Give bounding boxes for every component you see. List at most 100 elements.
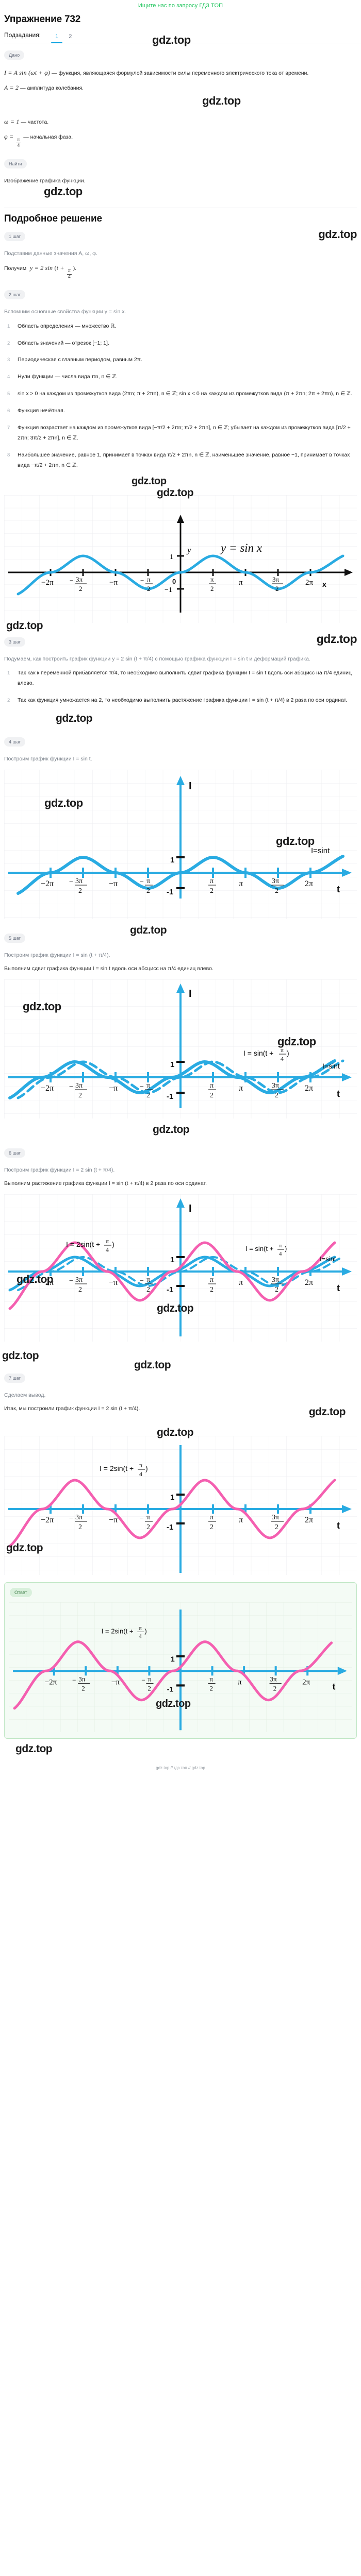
- series-label-I-sint: I=sint: [322, 1062, 340, 1070]
- t-tick-fraction-labels: − 3π 2 − π 2 π 2 3π 2: [69, 1514, 284, 1531]
- svg-text:2π: 2π: [305, 879, 313, 888]
- page-title: Упражнение 732: [4, 14, 81, 25]
- subtasks-label: Подзадания:: [4, 31, 41, 39]
- step-1-result: Получим y = 2 sin (t + π 4 ).: [4, 262, 357, 280]
- svg-text:3π: 3π: [272, 575, 280, 583]
- t-axis-label: t: [333, 1681, 336, 1691]
- svg-text:2: 2: [146, 1092, 150, 1099]
- list-item: Область определения — множество ℝ.: [7, 322, 117, 331]
- t-tick-fraction-labels: − 3π 2 − π 2 π 2 3π 2: [72, 1675, 282, 1692]
- series-I-sint-dashed: [17, 1059, 344, 1099]
- svg-text:): ): [285, 1245, 287, 1252]
- series-label-2sin: I = 2sin(t + π 4 ): [66, 1238, 114, 1253]
- given-text-2: — амплитуда колебания.: [20, 85, 84, 92]
- series-label-I-sint: I=sint: [320, 1255, 336, 1263]
- x-axis-label: x: [322, 580, 326, 588]
- svg-text:π: π: [239, 1278, 243, 1287]
- list-item: Функция возрастает на каждом из промежут…: [7, 423, 351, 442]
- svg-text:3π: 3π: [75, 1082, 83, 1090]
- series-I-2sint-shifted: [8, 1241, 336, 1310]
- svg-text:2: 2: [81, 1684, 85, 1692]
- t-tick-labels: −2π −π π 2π: [41, 1084, 313, 1093]
- svg-text:2: 2: [210, 1684, 214, 1692]
- svg-text:I = sin(t +: I = sin(t +: [245, 1245, 273, 1252]
- svg-text:π: π: [279, 1243, 282, 1249]
- x-tick-labels: −2π −π π 2π: [41, 579, 314, 587]
- I-ticks: [176, 856, 185, 889]
- list-item: Так как к переменной прибавляется π/4, т…: [7, 669, 352, 687]
- t-tick-fraction-labels: − 3π 2 − π 2 π 2 3π 2: [69, 1082, 284, 1099]
- svg-text:−2π: −2π: [41, 879, 54, 888]
- svg-text:−π: −π: [109, 879, 118, 888]
- svg-text:π: π: [239, 579, 243, 587]
- svg-text:2π: 2π: [305, 579, 314, 587]
- svg-text:−: −: [140, 878, 144, 886]
- svg-text:3π: 3π: [270, 1675, 277, 1683]
- svg-text:2: 2: [78, 1523, 82, 1531]
- svg-text:−: −: [140, 1515, 144, 1522]
- t-axis-arrow: [342, 1267, 352, 1276]
- svg-text:I = 2sin(t +: I = 2sin(t +: [102, 1627, 134, 1635]
- watermark: gdz.top: [130, 924, 167, 936]
- t-axis-label: t: [337, 1089, 340, 1099]
- given-formula-3: ω = 1: [4, 117, 20, 125]
- svg-text:I = sin(t +: I = sin(t +: [243, 1049, 273, 1057]
- svg-text:−: −: [140, 1083, 144, 1091]
- step-6-text: Выполним растяжение графика функции I = …: [4, 1180, 207, 1187]
- t-tick-fraction-labels: − 3π 2 − π 2 π 2 3π 2: [69, 877, 284, 895]
- t-axis-arrow: [342, 868, 352, 877]
- svg-text:2: 2: [210, 1523, 214, 1531]
- tab-subtask-1[interactable]: 1: [50, 33, 63, 43]
- fraction-numerator: π: [17, 137, 20, 143]
- step-1-result-prefix: Получим: [4, 265, 27, 272]
- given-badge: Дано: [4, 50, 25, 60]
- svg-text:π: π: [210, 877, 214, 885]
- svg-text:4: 4: [279, 1251, 282, 1257]
- I-axis-label: I: [189, 781, 192, 792]
- I-axis-label: I: [189, 988, 192, 999]
- svg-text:π: π: [147, 1675, 151, 1683]
- list-item: Область значений — отрезок [−1; 1].: [7, 339, 109, 348]
- watermark: gdz.top: [56, 713, 93, 725]
- svg-text:3π: 3π: [272, 877, 279, 885]
- svg-text:π: π: [146, 877, 150, 885]
- svg-text:−: −: [69, 1083, 73, 1091]
- origin-label: 0: [172, 578, 176, 585]
- svg-text:π: π: [146, 1082, 150, 1090]
- t-axis-arrow: [342, 1504, 352, 1513]
- y-axis-label: y: [186, 545, 191, 555]
- step-badge-1: 1 шаг: [4, 232, 26, 242]
- svg-text:−π: −π: [111, 1678, 120, 1686]
- svg-text:π: π: [210, 1675, 214, 1683]
- svg-text:4: 4: [281, 1055, 284, 1062]
- I-ticks: [176, 1060, 185, 1094]
- svg-text:π: π: [239, 1516, 243, 1524]
- svg-text:2π: 2π: [302, 1678, 310, 1686]
- tab-subtask-2[interactable]: 2: [69, 33, 72, 40]
- series-label-2sin: I = 2sin(t + π 4 ): [102, 1625, 147, 1639]
- t-axis-label: t: [337, 884, 340, 894]
- svg-text:2: 2: [147, 585, 151, 592]
- series-I-2sint-shifted: [13, 1640, 333, 1709]
- svg-text:−2π: −2π: [41, 579, 54, 587]
- svg-text:3π: 3π: [75, 1276, 83, 1284]
- step-2-intro: Вспомним основные свойства функции y = s…: [4, 309, 126, 315]
- I-axis-arrow: [176, 775, 185, 785]
- svg-text:π: π: [146, 1514, 150, 1521]
- I-axis-arrow: [176, 983, 185, 993]
- svg-text:2: 2: [210, 1092, 214, 1099]
- subtasks-tabs: Подзадания: 1 2: [4, 31, 361, 43]
- svg-text:I = 2sin(t +: I = 2sin(t +: [66, 1240, 100, 1248]
- t-tick-fraction-labels: − 3π 2 − π 2 π 2 3π 2: [69, 1276, 284, 1294]
- I-tick-label-minus1: -1: [167, 888, 173, 896]
- series-label-shifted: I = sin(t + π 4 ): [243, 1046, 289, 1062]
- svg-text:π: π: [210, 1276, 214, 1284]
- step-badge-5: 5 шаг: [4, 933, 26, 943]
- y-tick-label-minus1: −1: [165, 586, 172, 594]
- answer-box: Ответ: [4, 1582, 357, 1739]
- t-tick-labels: −2π −π π 2π: [41, 1278, 313, 1287]
- svg-text:−π: −π: [109, 579, 118, 587]
- svg-text:4: 4: [139, 1470, 142, 1478]
- svg-text:3π: 3π: [76, 575, 83, 583]
- watermark: gdz.top: [202, 94, 241, 107]
